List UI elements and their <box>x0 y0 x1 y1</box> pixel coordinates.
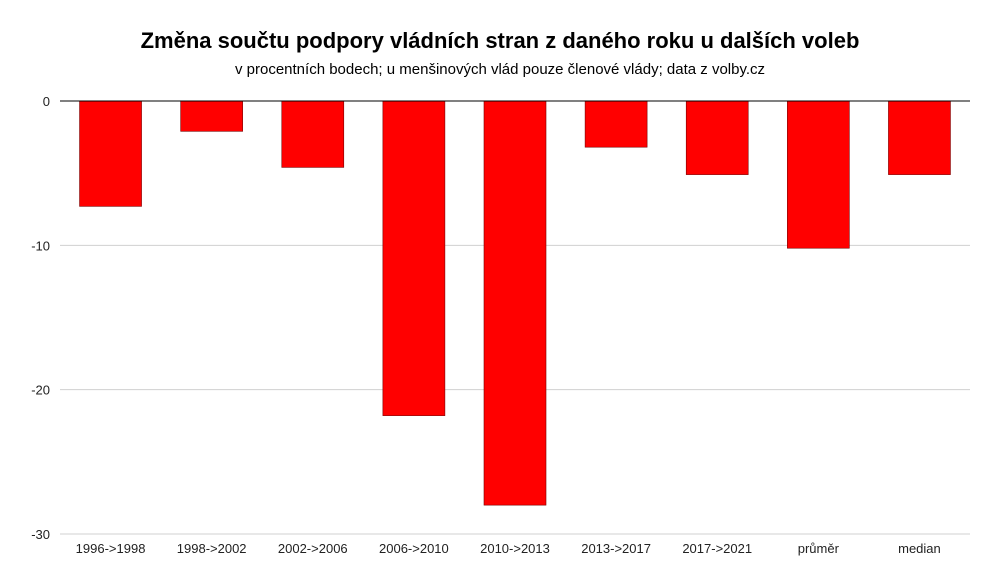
x-category-label: průměr <box>798 541 840 556</box>
bar-2 <box>281 100 345 168</box>
chart-subtitle: v procentních bodech; u menšinových vlád… <box>235 61 765 78</box>
bar-7 <box>787 100 850 249</box>
x-category-label: 2006->2010 <box>379 541 449 556</box>
bar-8 <box>888 100 951 175</box>
y-tick-label: -10 <box>31 238 50 253</box>
x-category-label: 2002->2006 <box>278 541 348 556</box>
x-category-label: 1998->2002 <box>177 541 247 556</box>
x-category-label: 1996->1998 <box>76 541 146 556</box>
y-tick-label: -20 <box>31 383 50 398</box>
bar-3 <box>382 100 446 416</box>
bar-5 <box>584 100 648 148</box>
x-axis-categories: 1996->1998 1998->2002 2002->2006 2006->2010… <box>76 541 941 556</box>
x-category-label: median <box>898 541 941 556</box>
bar-1 <box>180 100 243 132</box>
x-category-label: 2010->2013 <box>480 541 550 556</box>
y-tick-label: -30 <box>31 527 50 542</box>
y-axis-ticks: 0 -10 -20 -30 <box>31 94 50 542</box>
x-category-label: 2017->2021 <box>682 541 752 556</box>
chart-title: Změna součtu podpory vládních stran z da… <box>141 28 860 53</box>
bar-6 <box>685 100 749 175</box>
x-category-label: 2013->2017 <box>581 541 651 556</box>
bar-0 <box>79 100 142 207</box>
bars <box>79 100 951 506</box>
bar-4 <box>483 100 547 506</box>
y-tick-label: 0 <box>43 94 50 109</box>
